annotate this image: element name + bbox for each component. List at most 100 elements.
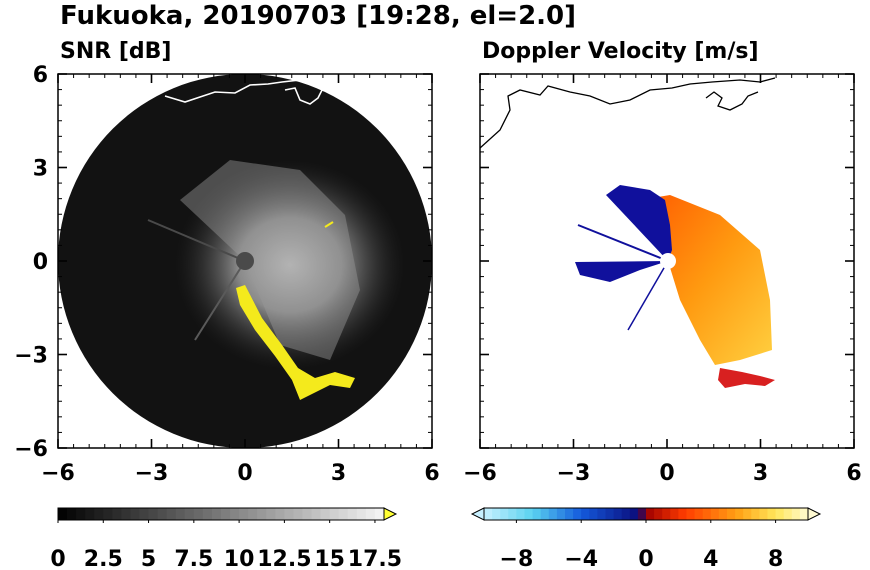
velocity-colorbar-cell <box>508 508 517 520</box>
velocity-colorbar-cell <box>565 508 574 520</box>
velocity-colorbar-cell <box>589 508 598 520</box>
snr-colorbar-cell <box>121 508 131 520</box>
snr-y-tick-label: 0 <box>33 250 48 275</box>
velocity-blocked-beam <box>627 260 669 331</box>
velocity-colorbar-cell <box>548 508 558 520</box>
snr-colorbar-cell <box>302 508 312 520</box>
snr-colorbar-tick-label: 12.5 <box>257 547 311 570</box>
snr-colorbar-tick-label: 15 <box>314 547 345 570</box>
velocity-colorbar-cell <box>783 508 793 520</box>
snr-colorbar-cell <box>347 508 358 520</box>
snr-colorbar-cell <box>130 508 140 520</box>
snr-field <box>58 74 432 448</box>
snr-colorbar-cell <box>76 508 86 520</box>
snr-panel: SNR [dB] −6 −3 0 3 6 630−3−6 0 2.5 5 7.5 10 12.5 1… <box>14 39 439 570</box>
velocity-panel: Doppler Velocity [m/s] −6 −3 0 3 6 −8 −4 0 4 8 <box>463 39 862 570</box>
snr-colorbar-cell <box>338 508 349 520</box>
snr-colorbar-cell <box>85 508 95 520</box>
velocity-panel-title: Doppler Velocity [m/s] <box>482 39 759 64</box>
snr-colorbar-cell <box>374 508 385 520</box>
velocity-colorbar-cell <box>727 508 736 520</box>
snr-colorbar-cell <box>248 508 258 520</box>
velocity-x-tick-label: −6 <box>463 461 497 486</box>
velocity-colorbar-extend-min <box>470 507 485 521</box>
snr-colorbar-cell <box>166 508 177 520</box>
snr-colorbar-cell <box>184 508 195 520</box>
velocity-colorbar-cell <box>532 508 542 520</box>
velocity-colorbar-cell <box>799 508 809 520</box>
velocity-colorbar-cell <box>613 508 623 520</box>
snr-colorbar-cell <box>365 508 376 520</box>
snr-axis-ticks <box>57 73 433 449</box>
velocity-colorbar-cell <box>500 508 509 520</box>
snr-colorbar-cell <box>94 508 104 520</box>
snr-colorbar-tick-label: 2.5 <box>84 547 123 570</box>
velocity-colorbar-cell <box>629 508 639 520</box>
snr-coastline <box>164 79 326 103</box>
velocity-colorbar-cell <box>524 508 533 520</box>
snr-precip-band <box>236 285 355 400</box>
snr-x-tick-label: 6 <box>424 461 439 486</box>
snr-x-tick-label: 3 <box>331 461 346 486</box>
velocity-colorbar-cell <box>775 508 785 520</box>
velocity-colorbar-cell <box>654 508 663 520</box>
velocity-colorbar-cell <box>694 508 704 520</box>
snr-blocked-beam <box>194 260 246 341</box>
snr-colorbar <box>57 507 398 523</box>
snr-colorbar-cell <box>67 508 77 520</box>
velocity-radar-site <box>660 253 676 269</box>
snr-echo-region <box>175 160 405 370</box>
velocity-approaching-echo <box>606 185 672 261</box>
snr-colorbar-cell <box>284 508 294 520</box>
snr-colorbar-cell <box>275 508 285 520</box>
snr-y-tick-label: 3 <box>33 157 48 182</box>
velocity-colorbar-cell <box>759 508 768 520</box>
velocity-colorbar-cell <box>710 508 720 520</box>
velocity-x-tick-label: 6 <box>846 461 861 486</box>
velocity-colorbar-cell <box>678 508 687 520</box>
velocity-colorbar-tick-label: −8 <box>500 547 534 570</box>
velocity-colorbar-tick-labels: −8 −4 0 4 8 <box>500 547 784 570</box>
snr-y-tick-label: 6 <box>33 63 48 88</box>
snr-colorbar-tick-label: 0 <box>50 547 65 570</box>
snr-x-tick-labels: −6 −3 0 3 6 <box>41 461 440 486</box>
velocity-colorbar-cell <box>718 508 728 520</box>
velocity-colorbar <box>470 507 822 523</box>
velocity-colorbar-extend-max <box>807 507 822 521</box>
snr-colorbar-tick-label: 5 <box>141 547 156 570</box>
velocity-colorbar-cell <box>492 508 501 520</box>
velocity-axis-ticks <box>479 73 855 449</box>
snr-radar-site <box>236 252 254 270</box>
velocity-colorbar-cell <box>573 508 582 520</box>
velocity-colorbar-cell <box>484 508 493 520</box>
snr-echo-core <box>180 160 360 360</box>
velocity-colorbar-cell <box>597 508 606 520</box>
snr-colorbar-tick-label: 10 <box>224 547 255 570</box>
velocity-colorbar-cell <box>637 508 647 520</box>
snr-colorbar-tick-label: 7.5 <box>174 547 213 570</box>
velocity-colorbar-cell <box>621 508 631 520</box>
snr-colorbar-cell <box>293 508 303 520</box>
velocity-approaching-echo <box>575 261 668 282</box>
snr-panel-title: SNR [dB] <box>60 39 171 64</box>
snr-x-tick-label: −6 <box>41 461 75 486</box>
velocity-colorbar-tick-label: 4 <box>703 547 718 570</box>
velocity-colorbar-cell <box>735 508 744 520</box>
velocity-blocked-beam <box>577 224 669 262</box>
snr-colorbar-cell <box>58 508 68 520</box>
snr-clutter-streak <box>324 221 334 228</box>
snr-colorbar-cell <box>239 508 249 520</box>
velocity-field <box>480 77 776 388</box>
figure-title: Fukuoka, 20190703 [19:28, el=2.0] <box>60 1 576 31</box>
snr-blocked-beam <box>147 219 246 262</box>
snr-colorbar-tick-labels: 0 2.5 5 7.5 10 12.5 15 17.5 <box>50 547 402 570</box>
snr-colorbar-tick-label: 17.5 <box>348 547 402 570</box>
snr-colorbar-cell <box>356 508 367 520</box>
velocity-x-tick-labels: −6 −3 0 3 6 <box>463 461 862 486</box>
velocity-colorbar-cell <box>540 508 550 520</box>
velocity-receding-echo <box>640 195 772 365</box>
velocity-colorbar-cell <box>791 508 801 520</box>
snr-colorbar-cell <box>221 508 231 520</box>
velocity-colorbar-tick-label: 0 <box>638 547 653 570</box>
